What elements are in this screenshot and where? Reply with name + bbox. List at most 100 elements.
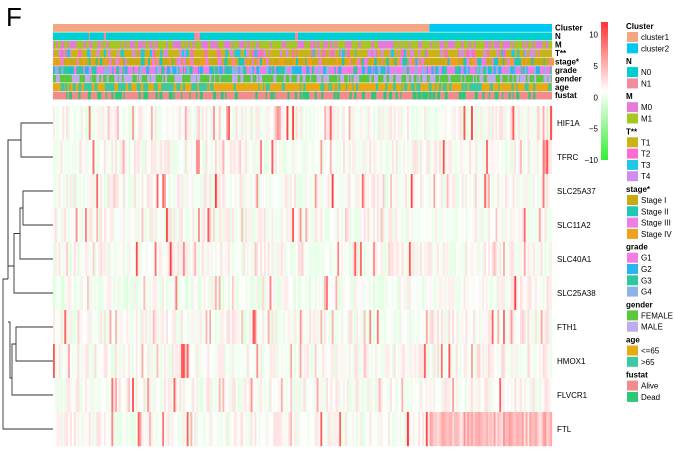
heatmap-cell	[386, 276, 389, 311]
heatmap-cell	[171, 242, 174, 277]
heatmap-cell	[162, 174, 165, 209]
annotation-cell	[326, 66, 330, 75]
heatmap-cell	[214, 310, 217, 345]
heatmap-cell	[137, 412, 140, 447]
heatmap-cell	[101, 208, 104, 243]
heatmap-cell	[109, 208, 112, 243]
heatmap-cell	[420, 310, 423, 345]
heatmap-cell	[86, 276, 89, 311]
heatmap-cell	[303, 412, 306, 447]
annotation-cell	[207, 83, 209, 91]
annotation-cell	[479, 83, 482, 91]
heatmap-cell	[60, 106, 63, 141]
annotation-cell	[422, 40, 425, 49]
heatmap-cell	[177, 310, 180, 345]
heatmap-cell	[423, 276, 426, 311]
heatmap-cell	[422, 208, 425, 243]
heatmap-cell	[508, 106, 511, 141]
heatmap-cell	[516, 344, 519, 379]
annotation-cell	[178, 57, 182, 66]
heatmap-cell	[521, 276, 524, 311]
heatmap-cell	[376, 276, 379, 311]
heatmap-cell	[260, 208, 263, 243]
heatmap-cell	[98, 310, 101, 345]
annotation-cell	[200, 57, 204, 66]
heatmap-cell	[113, 174, 116, 209]
heatmap-cell	[235, 344, 238, 379]
annotation-cell	[69, 91, 73, 100]
heatmap-cell	[322, 174, 325, 209]
heatmap-cell	[303, 174, 306, 209]
annotation-cell	[522, 66, 525, 75]
heatmap-cell	[527, 310, 530, 345]
heatmap-cell	[182, 208, 185, 243]
heatmap-cell	[452, 106, 455, 141]
heatmap-cell	[222, 174, 225, 209]
heatmap-cell	[457, 242, 460, 277]
legend-item-label: G1	[641, 254, 652, 263]
annotation-cell	[303, 57, 306, 66]
heatmap-cell	[346, 242, 349, 277]
heatmap-cell	[243, 378, 246, 413]
heatmap-cell	[126, 106, 129, 141]
heatmap-cell	[186, 276, 189, 311]
annotation-cell	[416, 74, 418, 83]
heatmap-cell	[64, 378, 67, 413]
heatmap-cell	[331, 378, 334, 413]
heatmap-cell	[425, 140, 428, 175]
heatmap-cell	[391, 412, 394, 447]
heatmap-cell	[209, 174, 212, 209]
heatmap-cell	[431, 140, 434, 175]
heatmap-cell	[405, 140, 408, 175]
heatmap-cell	[290, 344, 293, 379]
heatmap-cell	[503, 174, 506, 209]
annotation-cell	[128, 83, 132, 91]
heatmap-cell	[529, 276, 532, 311]
heatmap-cell	[132, 412, 135, 447]
heatmap-cell	[60, 140, 63, 175]
heatmap-cell	[228, 378, 231, 413]
heatmap-cell	[199, 174, 202, 209]
heatmap-cell	[118, 344, 121, 379]
annotation-cell	[415, 40, 419, 49]
annotation-cell	[76, 66, 79, 75]
heatmap-cell	[118, 310, 121, 345]
heatmap-cell	[487, 412, 491, 447]
annotation-cell	[350, 91, 352, 100]
annotation-cell	[347, 74, 349, 83]
heatmap-cell	[275, 344, 278, 379]
heatmap-cell	[273, 412, 276, 447]
heatmap-cell	[335, 344, 338, 379]
heatmap-cell	[512, 412, 515, 447]
heatmap-cell	[337, 378, 340, 413]
heatmap-cell	[275, 378, 278, 413]
heatmap-cell	[533, 276, 536, 311]
heatmap-cell	[546, 208, 549, 243]
annotation-cell	[121, 83, 125, 91]
heatmap-cell	[218, 412, 221, 447]
heatmap-cell	[346, 106, 349, 141]
heatmap-cell	[352, 208, 355, 243]
heatmap-cell	[118, 242, 121, 277]
annotation-cell	[432, 74, 436, 83]
heatmap-cell	[288, 208, 291, 243]
heatmap-cell	[267, 310, 270, 345]
heatmap-cell	[431, 208, 434, 243]
heatmap-cell	[122, 344, 125, 379]
heatmap-cell	[209, 412, 212, 447]
annotation-cell	[106, 83, 108, 91]
heatmap-cell	[350, 310, 353, 345]
heatmap-cell	[190, 378, 193, 413]
heatmap-cell	[68, 344, 71, 379]
heatmap-cell	[258, 106, 261, 141]
annotation-cell	[323, 66, 327, 75]
heatmap-cell	[467, 344, 470, 379]
heatmap-cell	[486, 276, 489, 311]
heatmap-cell	[533, 378, 536, 413]
heatmap-cell	[181, 276, 184, 311]
heatmap-cell	[420, 242, 423, 277]
heatmap-cell	[363, 412, 366, 447]
heatmap-cell	[184, 242, 187, 277]
annotation-cell	[302, 91, 306, 100]
annotation-cell	[85, 66, 89, 75]
